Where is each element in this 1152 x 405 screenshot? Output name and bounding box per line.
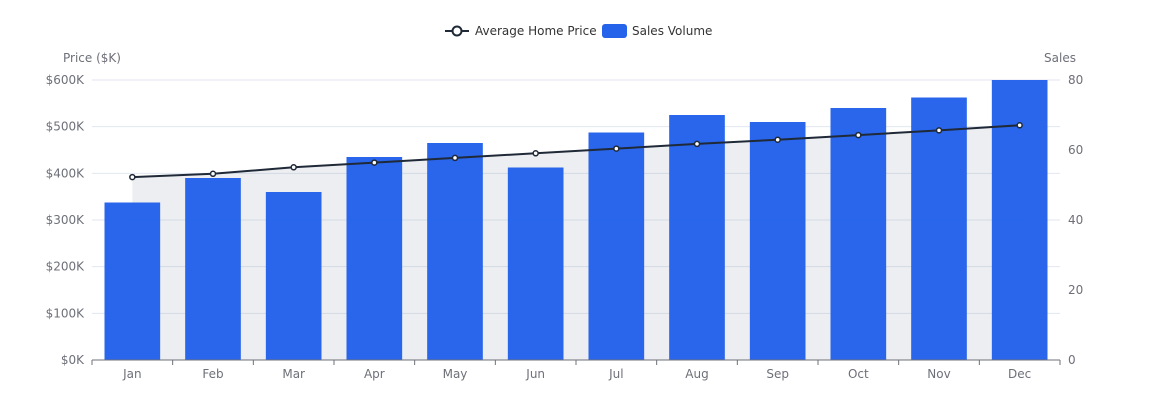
price-area [132,125,1020,361]
sales-bars [104,80,1048,361]
price-point[interactable] [290,164,297,171]
price-line [129,122,1023,181]
sales-bar[interactable] [346,157,403,360]
legend-item-sales-volume[interactable]: Sales Volume [602,24,712,38]
x-tick-label: Dec [1008,367,1031,381]
legend-label-average-home-price: Average Home Price [475,24,597,38]
x-tick-label: Jul [608,367,623,381]
price-point[interactable] [1016,122,1023,129]
x-tick-label: Jun [525,367,545,381]
x-tick-label: Apr [364,367,385,381]
y-right-tick-label: 80 [1068,73,1083,87]
x-tick-label: May [443,367,468,381]
x-tick-label: Jan [122,367,142,381]
legend-marker-icon [451,25,463,37]
legend-item-average-home-price[interactable]: Average Home Price [445,24,597,38]
x-tick-label: Nov [927,367,950,381]
x-tick-label: Feb [202,367,223,381]
x-tick-label: Aug [685,367,708,381]
price-line-path [132,124,1020,179]
sales-bar[interactable] [669,115,725,360]
legend[interactable]: Average Home Price Sales Volume [445,24,712,38]
price-point[interactable] [935,127,943,134]
legend-bar-swatch [602,24,627,38]
sales-bar[interactable] [265,192,322,360]
sales-bar[interactable] [911,97,967,361]
y-right-tick-label: 40 [1068,213,1083,227]
price-point[interactable] [371,159,378,166]
y-left-tick-label: $500K [46,120,86,134]
y-left-tick-label: $600K [46,73,86,87]
x-tick-label: Mar [282,367,305,381]
y-right-axis-title: Sales [1044,51,1076,65]
x-tick-label: Sep [766,367,789,381]
x-tick-label: Oct [848,367,869,381]
sales-bar[interactable] [749,122,806,360]
y-left-tick-label: $0K [61,353,85,367]
y-left-tick-label: $300K [46,213,86,227]
y-left-tick-label: $200K [46,260,86,274]
price-point[interactable] [855,131,862,139]
price-point[interactable] [613,145,620,152]
price-point[interactable] [774,136,781,143]
price-point[interactable] [532,150,539,157]
sales-bar[interactable] [104,202,161,361]
legend-label-sales-volume: Sales Volume [632,24,712,38]
price-point[interactable] [209,170,217,178]
sales-bar[interactable] [507,167,564,361]
y-left-axis-title: Price ($K) [63,51,121,65]
y-right-tick-label: 20 [1068,283,1083,297]
sales-bar[interactable] [830,108,887,360]
y-right-tick-label: 60 [1068,143,1083,157]
price-point[interactable] [451,154,459,162]
sales-bar[interactable] [185,178,241,360]
sales-bar[interactable] [991,80,1048,360]
axes: $0K $100K $200K $300K $400K $500K $600K 0 20 40 60… [46,73,1084,381]
grid-lines [92,79,1060,314]
price-point[interactable] [693,140,701,148]
y-right-tick-label: 0 [1068,353,1076,367]
y-left-tick-label: $100K [46,306,86,320]
sales-bar[interactable] [427,143,483,360]
sales-bar[interactable] [588,132,645,361]
price-area-fill [132,125,1020,361]
price-point[interactable] [129,173,136,181]
y-left-tick-label: $400K [46,166,86,180]
